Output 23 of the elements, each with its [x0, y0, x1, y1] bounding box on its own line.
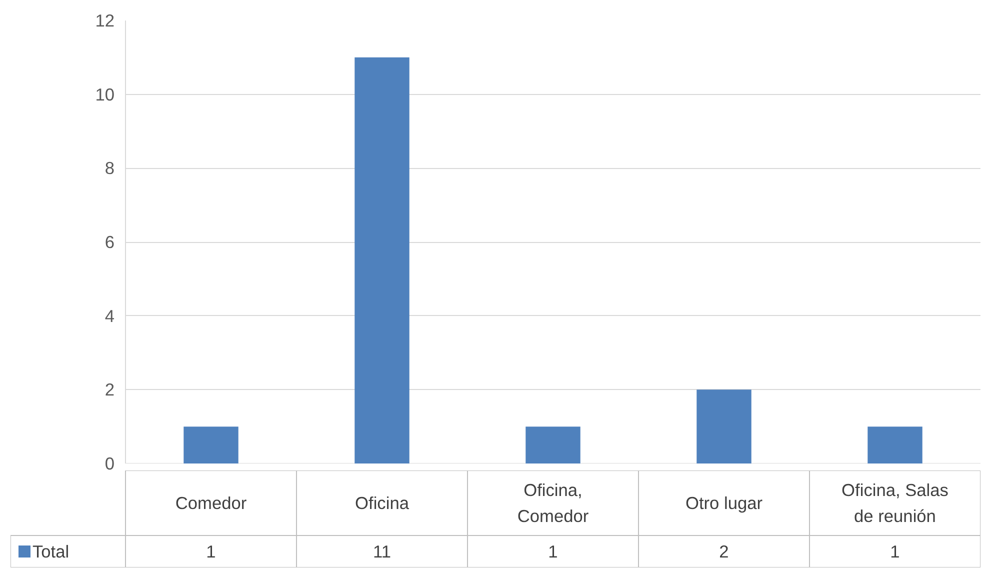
data-label: 11	[373, 542, 392, 562]
bar	[184, 426, 238, 464]
bar	[526, 426, 580, 464]
y-tick-label: 10	[95, 84, 115, 104]
y-tick-label: 0	[104, 454, 115, 474]
x-tick-label: Otro lugar	[685, 493, 763, 513]
data-label: 1	[890, 542, 900, 562]
y-tick-label: 8	[104, 158, 115, 178]
data-label: 2	[719, 542, 729, 562]
bar	[354, 57, 410, 464]
y-tick-label: 12	[95, 10, 115, 30]
data-label: 1	[206, 542, 216, 562]
x-tick-label: Oficina, Comedor	[517, 480, 589, 526]
y-tick-label: 6	[104, 232, 115, 252]
data-label: 1	[548, 542, 558, 562]
x-tick-label: Oficina, Salas de reunión	[842, 480, 949, 526]
y-tick-label: 4	[104, 306, 115, 326]
bar	[696, 390, 752, 464]
legend-label: Total	[32, 542, 70, 562]
bar	[868, 426, 922, 464]
x-tick-label: Comedor	[175, 493, 247, 513]
x-tick-label: Oficina	[355, 493, 410, 513]
y-tick-label: 2	[104, 380, 115, 400]
